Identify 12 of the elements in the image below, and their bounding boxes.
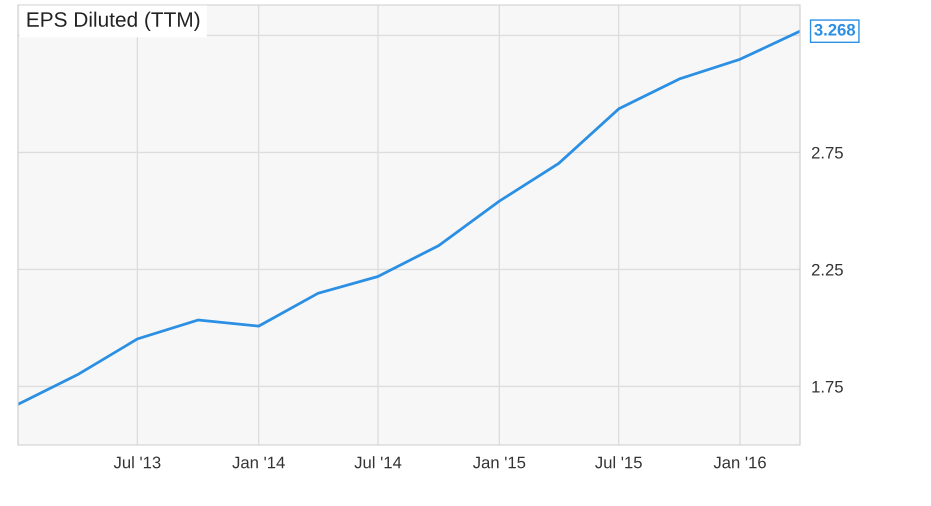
x-tick-label: Jan '16 <box>714 456 766 468</box>
y-tick-label: 2.75 <box>812 146 843 159</box>
chart-title: EPS Diluted (TTM) <box>28 12 200 32</box>
y-tick-label: 1.75 <box>812 381 843 393</box>
line-series <box>18 30 800 406</box>
x-tick-label: Jul '13 <box>114 456 160 468</box>
y-tick-label: 2.25 <box>812 264 843 276</box>
x-tick-label: Jan '14 <box>232 456 285 468</box>
x-tick-label: Jul '15 <box>595 456 642 468</box>
x-tick-label: Jan '15 <box>472 456 526 468</box>
annotation: 3.268 <box>814 24 856 36</box>
x-tick-label: Jul '14 <box>354 456 402 468</box>
